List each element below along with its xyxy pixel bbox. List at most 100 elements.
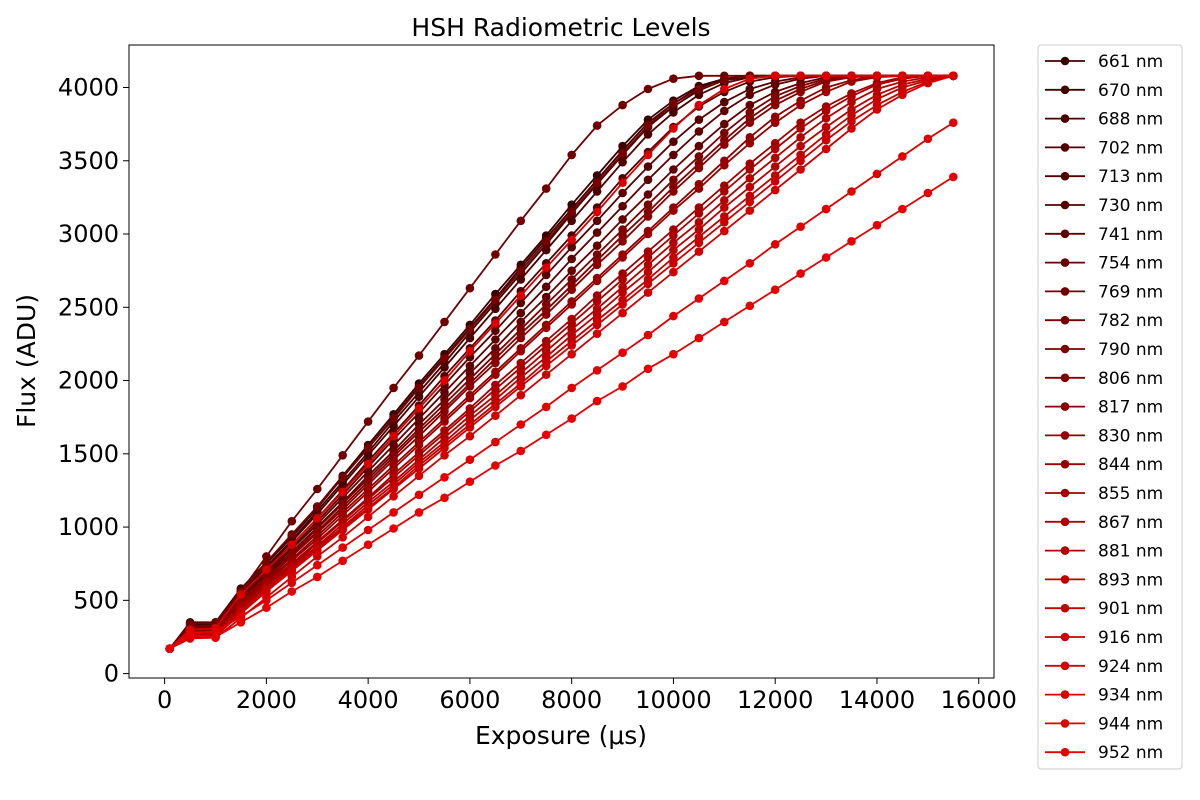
data-point <box>567 341 576 350</box>
legend-marker <box>1060 373 1070 383</box>
data-point <box>338 556 348 566</box>
data-point <box>491 370 500 380</box>
data-point <box>745 197 755 207</box>
data-point <box>236 590 246 599</box>
data-point <box>465 455 475 465</box>
data-point <box>669 187 678 196</box>
legend-label: 790 nm <box>1098 340 1163 360</box>
legend-label: 702 nm <box>1098 138 1163 158</box>
x-tick-label: 16000 <box>941 686 1017 714</box>
data-point <box>770 71 780 81</box>
series-line <box>169 74 954 650</box>
series-line <box>169 74 954 650</box>
data-point <box>720 75 729 85</box>
data-point <box>567 266 576 276</box>
data-point <box>567 285 576 295</box>
data-point <box>592 241 602 250</box>
data-point <box>185 631 195 640</box>
data-point <box>923 188 933 198</box>
data-point <box>694 294 704 303</box>
data-point <box>796 269 805 278</box>
data-point <box>643 229 653 239</box>
x-axis: 0 2000 4000 6000 8000 10000 12000 14000 16000 <box>157 678 1017 714</box>
data-point <box>643 288 653 297</box>
data-point <box>516 298 526 308</box>
data-point <box>872 220 882 230</box>
data-point <box>414 464 424 473</box>
y-tick-label: 1500 <box>58 440 119 468</box>
chart-title: HSH Radiometric Levels <box>411 13 710 42</box>
data-point <box>796 100 805 110</box>
legend-item: 782 nm <box>1045 311 1163 331</box>
legend-item: 934 nm <box>1045 686 1163 706</box>
data-point <box>694 218 704 227</box>
legend-label: 769 nm <box>1098 282 1163 302</box>
data-point <box>516 446 526 456</box>
data-point <box>923 71 933 81</box>
data-point <box>847 97 856 107</box>
legend-item: 893 nm <box>1045 570 1163 590</box>
data-point <box>491 335 500 344</box>
data-point <box>338 473 348 482</box>
legend-marker <box>1060 747 1070 757</box>
data-point <box>287 587 297 596</box>
data-point <box>643 150 653 160</box>
data-point <box>770 177 780 186</box>
data-point <box>262 603 271 612</box>
data-point <box>618 225 627 234</box>
data-point <box>745 259 755 268</box>
data-point <box>592 320 602 330</box>
data-point <box>847 124 856 133</box>
data-point <box>567 216 576 226</box>
data-point <box>796 133 805 142</box>
data-point <box>720 84 729 94</box>
data-point <box>541 430 551 440</box>
data-point <box>465 393 475 403</box>
data-point <box>847 116 856 126</box>
data-point <box>592 178 602 187</box>
data-point <box>847 71 856 81</box>
data-point <box>516 333 526 343</box>
data-point <box>694 238 704 248</box>
legend-label: 688 nm <box>1098 110 1163 130</box>
data-point <box>541 245 551 255</box>
legend-item: 924 nm <box>1045 657 1163 677</box>
data-point <box>389 508 398 517</box>
data-point <box>669 99 678 108</box>
data-point <box>592 250 602 259</box>
legend-marker <box>1060 85 1070 95</box>
data-point <box>821 122 831 132</box>
data-point <box>694 115 704 124</box>
data-point <box>898 204 907 214</box>
data-point <box>516 266 526 276</box>
data-point <box>669 349 678 359</box>
data-point <box>669 175 678 185</box>
data-point <box>363 512 373 522</box>
data-point <box>516 216 526 226</box>
data-point <box>567 383 576 393</box>
legend-marker <box>1060 258 1070 267</box>
data-point <box>516 373 526 382</box>
data-point <box>541 361 551 371</box>
data-point <box>389 484 398 494</box>
data-point <box>694 163 704 173</box>
legend-item: 730 nm <box>1045 196 1163 216</box>
data-point <box>821 144 831 154</box>
y-tick-label: 2500 <box>58 293 119 321</box>
legend-label: 901 nm <box>1098 599 1163 619</box>
data-point <box>338 451 348 460</box>
legend-item: 754 nm <box>1045 254 1163 274</box>
legend-marker <box>1060 229 1070 239</box>
series-line <box>169 74 954 650</box>
legend-marker <box>1060 143 1070 152</box>
data-point <box>720 97 729 107</box>
data-point <box>440 363 449 372</box>
data-point <box>745 108 755 117</box>
data-point <box>669 108 678 117</box>
data-point <box>643 330 653 340</box>
data-point <box>720 276 729 286</box>
data-point <box>363 459 373 469</box>
data-point <box>745 133 755 142</box>
data-point <box>745 90 755 100</box>
data-point <box>363 417 373 426</box>
